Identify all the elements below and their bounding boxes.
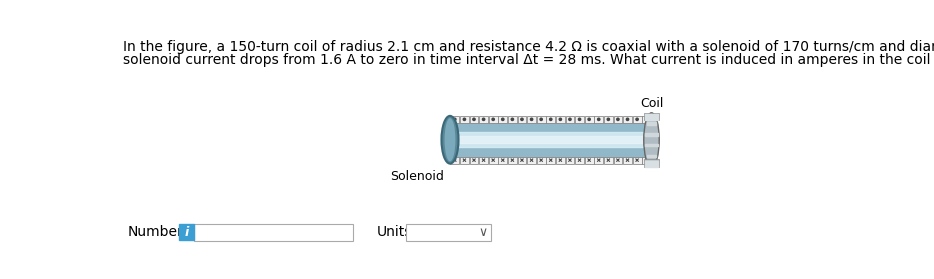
Text: Solenoid: Solenoid (389, 170, 444, 183)
Circle shape (473, 118, 475, 121)
Circle shape (549, 118, 552, 121)
Bar (450, 116, 460, 123)
Bar (645, 160, 658, 162)
Bar (585, 157, 593, 163)
Circle shape (502, 118, 504, 121)
Circle shape (636, 118, 638, 121)
Bar (499, 116, 507, 123)
Text: ∨: ∨ (479, 227, 488, 239)
Bar (632, 157, 642, 163)
Bar (470, 157, 478, 163)
Text: solenoid current drops from 1.6 A to zero in time interval Δt = 28 ms. What curr: solenoid current drops from 1.6 A to zer… (123, 53, 934, 67)
Bar (623, 157, 632, 163)
Bar (604, 157, 613, 163)
Bar (643, 116, 651, 123)
Text: Units: Units (376, 225, 412, 239)
Bar (488, 157, 498, 163)
Bar (645, 133, 658, 136)
Bar (645, 144, 658, 146)
Text: Coil: Coil (640, 97, 663, 110)
Bar (644, 113, 659, 121)
Bar (470, 116, 478, 123)
Bar (460, 116, 469, 123)
Bar (632, 116, 642, 123)
Text: In the figure, a 150-turn coil of radius 2.1 cm and resistance 4.2 Ω is coaxial : In the figure, a 150-turn coil of radius… (123, 40, 934, 54)
Ellipse shape (644, 113, 659, 167)
Circle shape (531, 118, 532, 121)
Bar (643, 157, 651, 163)
Bar (623, 116, 632, 123)
Bar (645, 165, 658, 167)
Bar (479, 116, 488, 123)
Circle shape (569, 118, 571, 121)
Bar (488, 116, 498, 123)
Circle shape (540, 118, 543, 121)
Bar (450, 123, 652, 157)
Bar (546, 116, 555, 123)
Bar (646, 122, 657, 125)
Circle shape (598, 118, 600, 121)
Bar (585, 116, 593, 123)
Circle shape (454, 118, 456, 121)
Circle shape (627, 118, 629, 121)
Circle shape (559, 118, 561, 121)
Circle shape (521, 118, 523, 121)
FancyBboxPatch shape (194, 224, 353, 240)
Bar (537, 157, 545, 163)
Bar (650, 114, 673, 165)
Bar (450, 157, 460, 163)
Bar (479, 157, 488, 163)
Ellipse shape (442, 116, 459, 163)
Bar (575, 157, 584, 163)
Bar (527, 157, 536, 163)
Bar (565, 116, 574, 123)
Circle shape (578, 118, 581, 121)
Text: Number: Number (128, 225, 183, 239)
Bar (594, 157, 603, 163)
Bar (508, 157, 517, 163)
Bar (508, 116, 517, 123)
Text: i: i (184, 226, 189, 239)
Bar (645, 114, 658, 116)
Circle shape (645, 118, 648, 121)
FancyBboxPatch shape (406, 224, 491, 240)
Bar (604, 116, 613, 123)
Bar (565, 157, 574, 163)
Bar (646, 155, 657, 157)
Bar (527, 116, 536, 123)
Circle shape (463, 118, 465, 121)
Bar (645, 119, 658, 121)
Bar (614, 116, 622, 123)
Bar (460, 157, 469, 163)
Circle shape (511, 118, 514, 121)
Bar (556, 116, 565, 123)
Bar (594, 116, 603, 123)
FancyBboxPatch shape (178, 224, 194, 240)
Bar (517, 157, 527, 163)
Circle shape (607, 118, 610, 121)
Bar (645, 117, 658, 118)
Bar (450, 136, 652, 143)
Circle shape (588, 118, 590, 121)
Circle shape (483, 118, 485, 121)
Bar (450, 132, 652, 147)
Bar (556, 157, 565, 163)
Bar (644, 159, 659, 167)
Circle shape (616, 118, 619, 121)
Bar (575, 116, 584, 123)
Bar (499, 157, 507, 163)
Ellipse shape (445, 118, 456, 161)
Bar (645, 163, 658, 164)
Bar (546, 157, 555, 163)
Circle shape (492, 118, 494, 121)
Bar (537, 116, 545, 123)
Bar (614, 157, 622, 163)
Bar (517, 116, 527, 123)
